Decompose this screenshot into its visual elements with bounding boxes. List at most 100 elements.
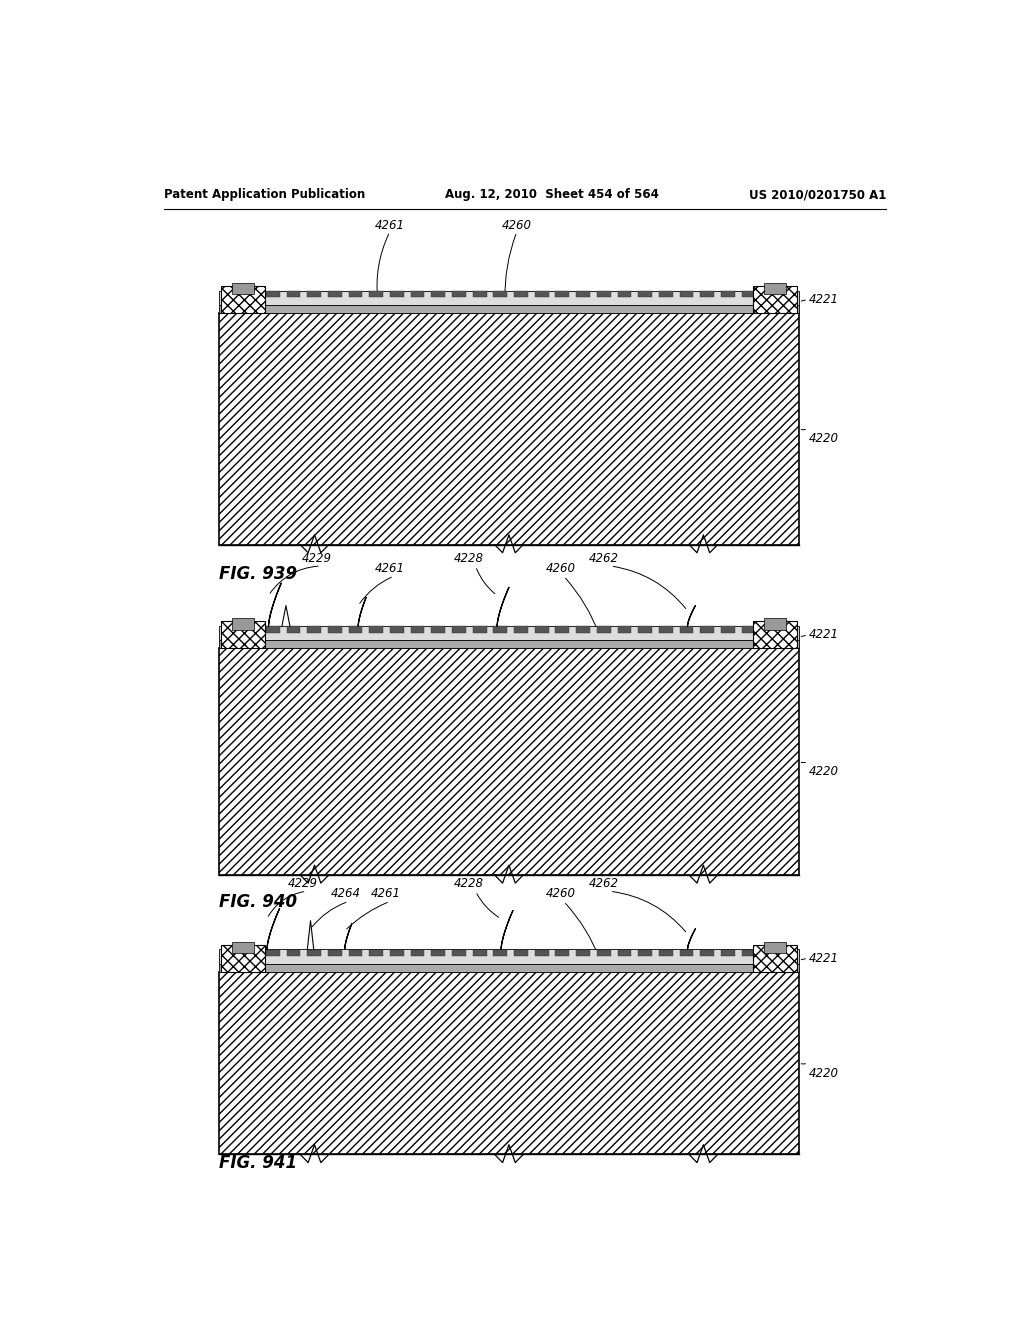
Text: 4229: 4229	[288, 878, 317, 890]
Bar	[597, 949, 610, 956]
Bar	[721, 627, 735, 632]
Text: 4261: 4261	[375, 219, 404, 231]
Bar	[783, 627, 797, 632]
Bar	[232, 618, 254, 630]
Bar	[390, 949, 403, 956]
Bar	[266, 949, 280, 956]
Bar	[535, 949, 549, 956]
Bar	[287, 627, 300, 632]
Bar	[307, 290, 321, 297]
Text: 4261: 4261	[371, 887, 401, 900]
Bar	[266, 627, 280, 632]
Bar	[473, 949, 486, 956]
Bar	[555, 627, 569, 632]
Bar	[232, 282, 254, 294]
Bar	[411, 949, 424, 956]
Bar	[494, 290, 507, 297]
Bar	[328, 949, 342, 956]
Bar	[245, 290, 259, 297]
Bar	[494, 627, 507, 632]
Polygon shape	[687, 606, 695, 626]
Text: 4229: 4229	[302, 552, 332, 565]
Bar	[452, 949, 466, 956]
Bar	[266, 290, 280, 297]
Polygon shape	[358, 598, 366, 626]
Bar	[700, 949, 714, 956]
Bar	[597, 290, 610, 297]
Bar	[638, 949, 652, 956]
Bar	[232, 941, 254, 953]
Bar	[348, 949, 362, 956]
Text: Patent Application Publication: Patent Application Publication	[164, 189, 365, 202]
Bar	[721, 290, 735, 297]
Text: 4264: 4264	[331, 887, 360, 900]
Bar	[764, 282, 785, 294]
Polygon shape	[497, 587, 509, 626]
Bar	[287, 949, 300, 956]
Bar	[221, 622, 265, 648]
Bar	[219, 626, 799, 640]
Bar	[328, 627, 342, 632]
Bar	[411, 627, 424, 632]
Bar	[555, 290, 569, 297]
Bar	[221, 286, 265, 313]
Bar	[638, 627, 652, 632]
Bar	[224, 949, 239, 956]
Bar	[763, 949, 776, 956]
Text: 4220: 4220	[809, 766, 839, 779]
Bar	[473, 290, 486, 297]
Bar	[370, 949, 383, 956]
Bar	[617, 627, 632, 632]
Bar	[680, 290, 693, 297]
Bar	[452, 627, 466, 632]
Bar	[219, 648, 799, 875]
Bar	[411, 290, 424, 297]
Bar	[224, 627, 239, 632]
Text: Aug. 12, 2010  Sheet 454 of 564: Aug. 12, 2010 Sheet 454 of 564	[445, 189, 659, 202]
Bar	[764, 618, 785, 630]
Bar	[390, 627, 403, 632]
Bar	[219, 964, 799, 972]
Bar	[348, 627, 362, 632]
Bar	[348, 290, 362, 297]
Bar	[764, 941, 785, 953]
Bar	[224, 290, 239, 297]
Bar	[741, 949, 756, 956]
Bar	[307, 627, 321, 632]
Bar	[753, 622, 797, 648]
Bar	[494, 949, 507, 956]
Text: 4260: 4260	[546, 562, 575, 576]
Bar	[753, 945, 797, 972]
Bar	[219, 640, 799, 648]
Bar	[535, 290, 549, 297]
Bar	[370, 627, 383, 632]
Polygon shape	[501, 911, 513, 949]
Bar	[370, 290, 383, 297]
Bar	[431, 949, 445, 956]
Bar	[658, 627, 673, 632]
Text: 4262: 4262	[589, 878, 620, 890]
Text: 4260: 4260	[502, 219, 531, 231]
Text: 4228: 4228	[455, 878, 484, 890]
Bar	[763, 290, 776, 297]
Bar	[245, 949, 259, 956]
Bar	[307, 949, 321, 956]
Bar	[514, 949, 528, 956]
Polygon shape	[345, 924, 352, 949]
Text: 4262: 4262	[589, 552, 620, 565]
Bar	[328, 290, 342, 297]
Bar	[219, 949, 799, 964]
Bar	[617, 290, 632, 297]
Bar	[700, 290, 714, 297]
Bar	[514, 290, 528, 297]
Bar	[390, 290, 403, 297]
Bar	[431, 290, 445, 297]
Bar	[741, 627, 756, 632]
Bar	[597, 627, 610, 632]
Polygon shape	[687, 929, 695, 949]
Bar	[658, 949, 673, 956]
Bar	[638, 290, 652, 297]
Bar	[245, 627, 259, 632]
Text: 4260: 4260	[546, 887, 575, 900]
Text: 4228: 4228	[455, 552, 484, 565]
